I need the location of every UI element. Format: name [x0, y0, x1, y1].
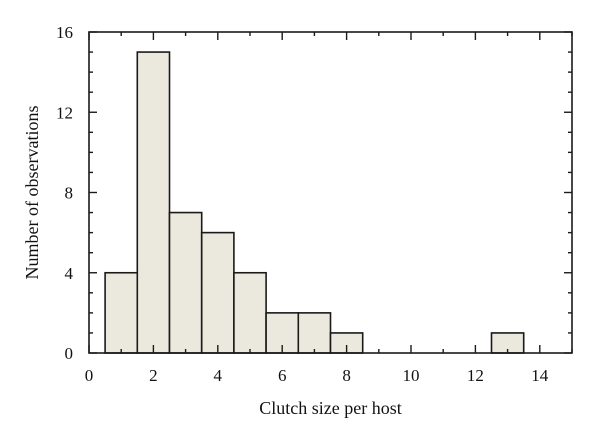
x-tick-label-12: 12 — [467, 366, 484, 385]
x-tick-label-4: 4 — [214, 366, 223, 385]
tick-labels-group: 0 2 4 6 8 10 12 14 0 4 8 12 16 — [56, 23, 549, 385]
y-tick-label-0: 0 — [65, 344, 74, 363]
x-tick-label-0: 0 — [85, 366, 94, 385]
x-axis-title: Clutch size per host — [259, 398, 401, 418]
y-tick-label-12: 12 — [56, 103, 73, 122]
histogram-bar-5 — [233, 271, 267, 354]
x-tick-label-2: 2 — [149, 366, 158, 385]
histogram-bar-4 — [200, 231, 235, 354]
y-tick-label-4: 4 — [65, 264, 74, 283]
x-tick-label-6: 6 — [278, 366, 287, 385]
histogram-bar-1 — [104, 271, 139, 354]
histogram-bar-7 — [297, 312, 332, 354]
histogram-bar-2 — [136, 51, 171, 354]
bars-group — [104, 51, 525, 354]
histogram-bar-3 — [168, 211, 203, 354]
x-tick-label-10: 10 — [403, 366, 420, 385]
y-tick-label-8: 8 — [65, 184, 74, 203]
y-tick-label-16: 16 — [56, 23, 73, 42]
ticks-group — [88, 31, 573, 354]
x-tick-label-8: 8 — [342, 366, 351, 385]
y-axis-title: Number of observations — [22, 106, 42, 280]
x-tick-label-14: 14 — [531, 366, 549, 385]
